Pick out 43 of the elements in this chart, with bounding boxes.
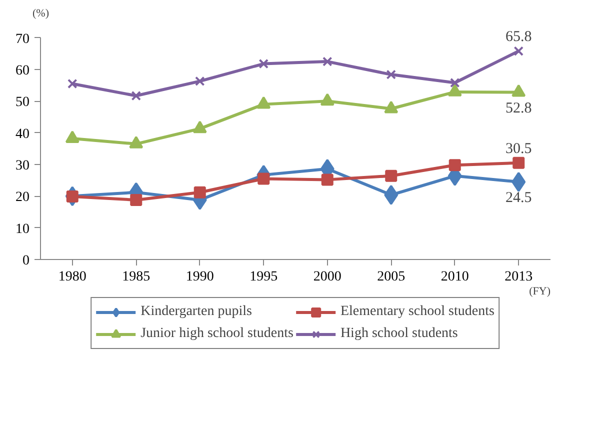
y-tick-label: 50	[16, 95, 30, 110]
y-tick-label: 20	[16, 190, 30, 206]
y-tick-label: 10	[16, 222, 30, 237]
legend-label: Kindergarten pupils	[140, 304, 252, 320]
x-tick-label: 1995	[250, 270, 278, 284]
point	[130, 194, 142, 206]
y-tick-label: 30	[16, 158, 30, 174]
x-tick-label: 1985	[122, 270, 150, 284]
legend-label: High school students	[340, 326, 458, 342]
x-tick-label: 2013	[504, 270, 533, 284]
x-tick-label: 2005	[377, 270, 406, 284]
point	[448, 159, 461, 172]
point	[321, 174, 334, 186]
y-tick-label: 60	[16, 63, 30, 78]
point	[194, 76, 205, 86]
point	[512, 156, 525, 169]
point	[258, 172, 270, 185]
annotation: 30.5	[506, 140, 532, 157]
legend-label: Junior high school students	[140, 326, 294, 342]
x-tick-label: 2010	[440, 270, 469, 284]
point	[514, 46, 524, 56]
legend-label: Elementary school students	[340, 304, 494, 320]
point	[194, 186, 206, 198]
annotation: 65.8	[506, 29, 532, 46]
point	[512, 172, 526, 192]
x-tick-label: 1990	[186, 270, 214, 284]
y-tick-label: 70	[16, 32, 30, 47]
point	[386, 70, 396, 80]
x-axis-title: (FY)	[529, 286, 551, 298]
annotation: 24.5	[506, 190, 532, 206]
point	[258, 58, 269, 69]
y-axis-title: (%)	[32, 8, 50, 20]
x-tick-label: 1980	[58, 270, 86, 284]
annotation: 52.8	[506, 100, 532, 116]
point	[384, 184, 398, 205]
y-tick-label: 0	[22, 254, 30, 268]
y-tick-label: 40	[16, 126, 30, 142]
x-tick-label: 2000	[313, 270, 342, 284]
point	[67, 78, 78, 89]
point	[385, 170, 398, 182]
point	[131, 90, 142, 101]
point	[450, 78, 460, 88]
point	[322, 56, 332, 66]
